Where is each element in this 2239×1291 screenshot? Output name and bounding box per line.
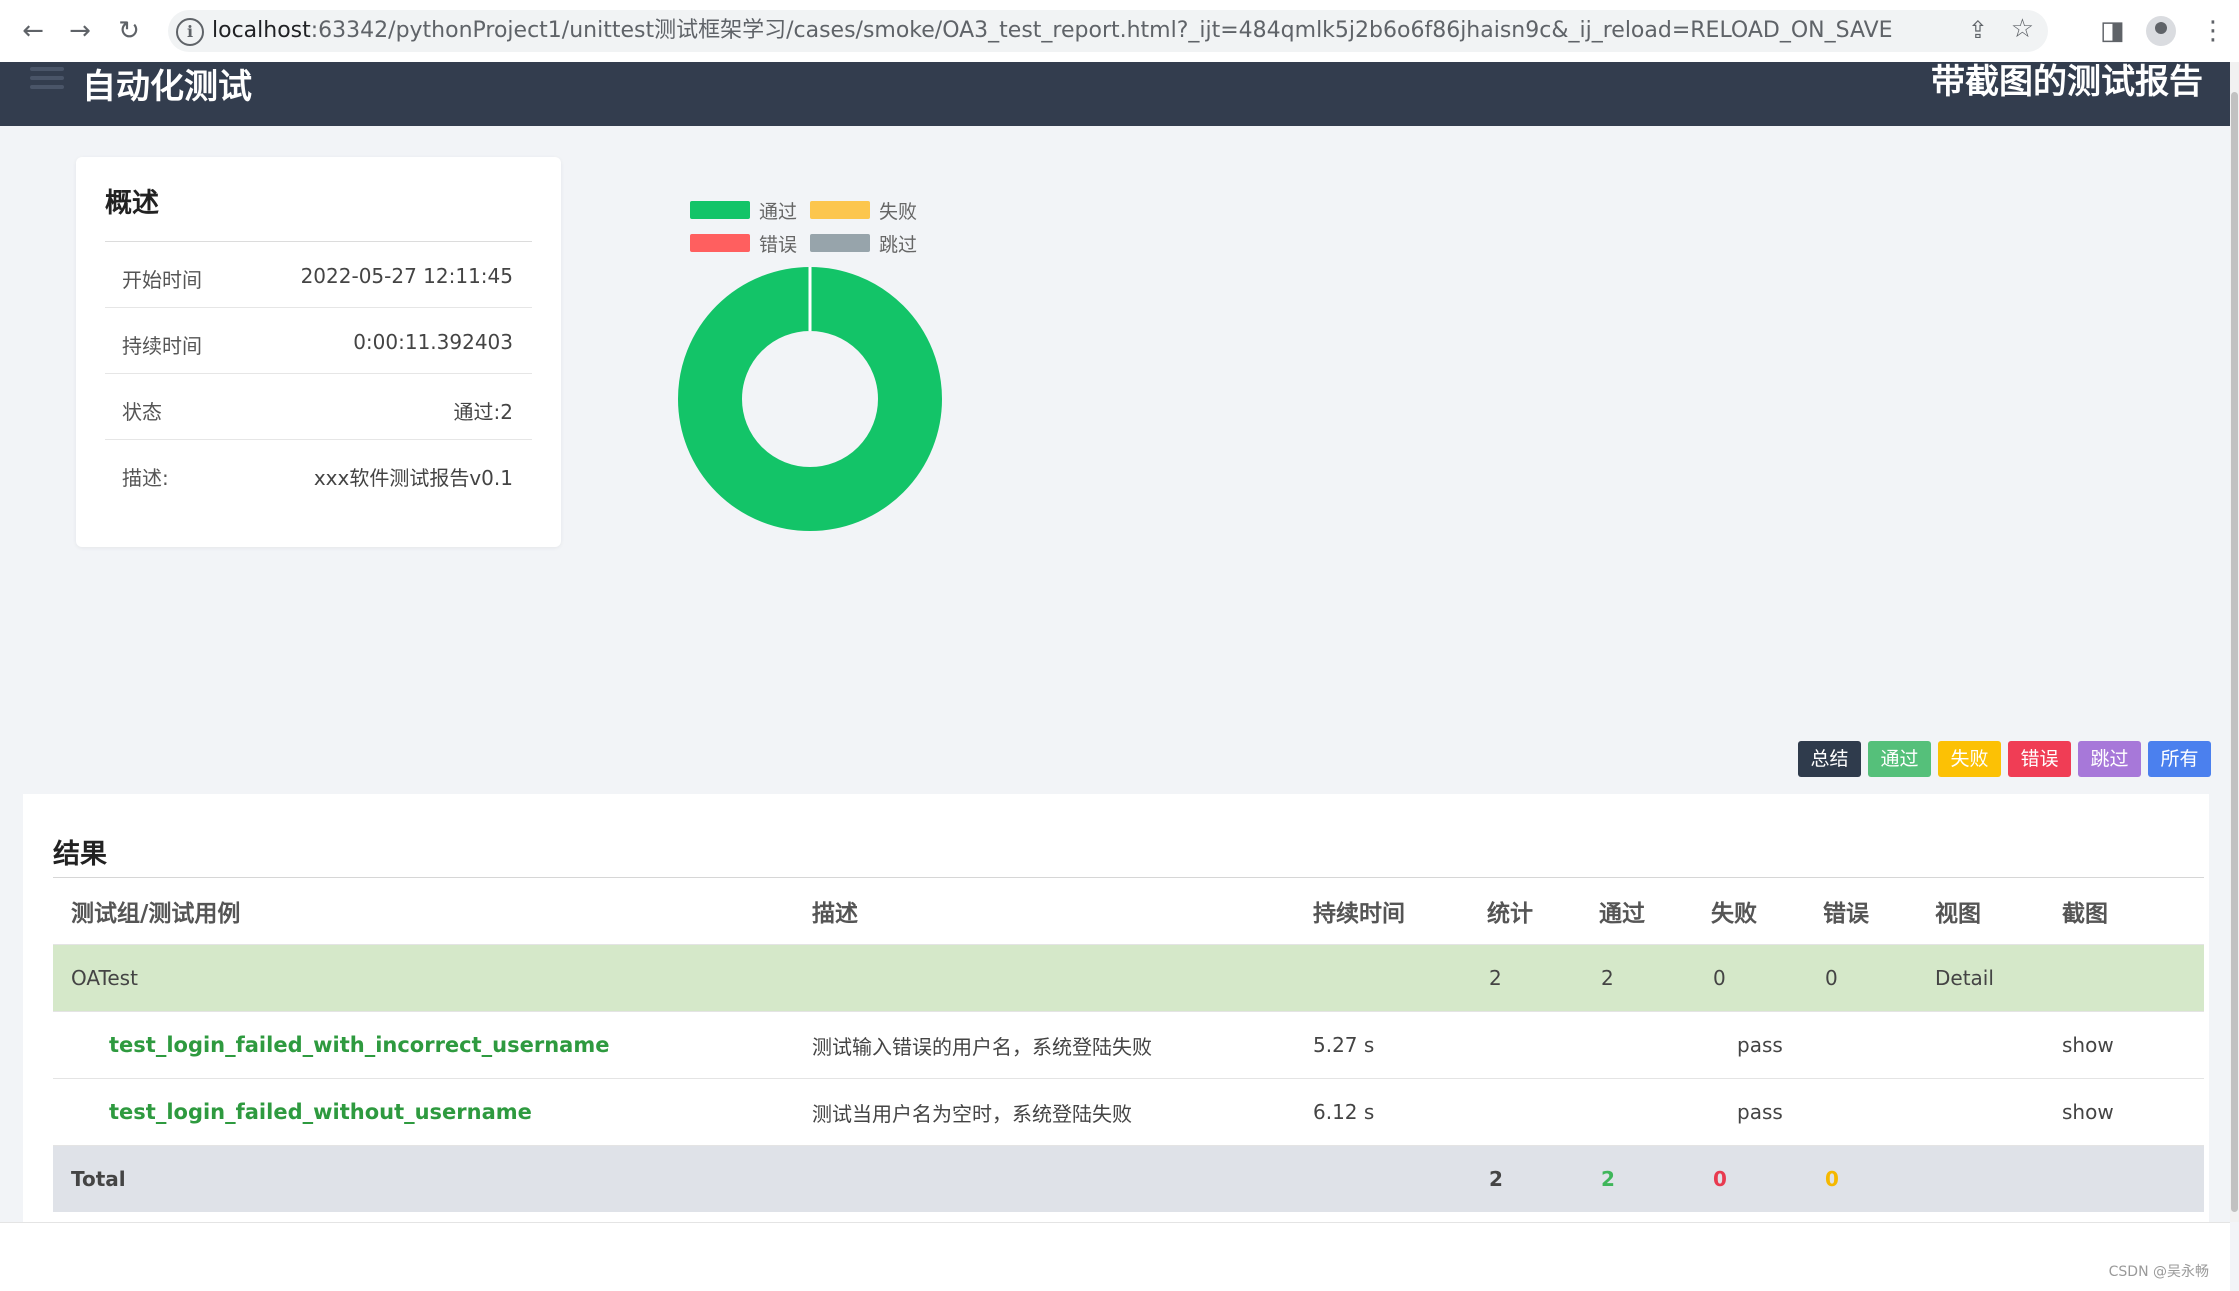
report-title: 带截图的测试报告: [1931, 62, 2203, 102]
results-card: 结果 测试组/测试用例 描述 持续时间 统计 通过 失败 错误 视图 截图 OA…: [23, 794, 2209, 1234]
back-icon[interactable]: ←: [22, 16, 44, 46]
filter-error-button[interactable]: 错误: [2008, 741, 2071, 777]
reload-icon[interactable]: ↻: [118, 16, 140, 46]
column-header[interactable]: 通过: [1599, 901, 1645, 927]
scrollbar-thumb[interactable]: [2231, 92, 2238, 1212]
share-icon[interactable]: ⇪: [1967, 16, 1988, 44]
suite-detail-link[interactable]: Detail: [1935, 944, 2204, 1012]
filter-summary-button[interactable]: 总结: [1798, 741, 1861, 777]
brand-title: 自动化测试: [82, 67, 252, 107]
page-scrollbar[interactable]: [2230, 62, 2239, 1222]
legend-swatch: [690, 234, 750, 252]
column-header[interactable]: 描述: [812, 901, 858, 927]
suite-row: OATest 2 2 0 0 Detail: [53, 944, 2204, 1012]
case-name: test_login_failed_without_username: [53, 1078, 812, 1146]
summary-value: xxx软件测试报告v0.1: [313, 466, 513, 490]
suite-fail: 0: [1711, 944, 1823, 1012]
suite-pass: 2: [1599, 944, 1711, 1012]
column-header[interactable]: 截图: [2062, 901, 2108, 927]
legend-label: 通过: [759, 201, 798, 223]
case-duration: 5.27 s: [1313, 1011, 1487, 1079]
suite-count: 2: [1487, 944, 1599, 1012]
total-duration: [1313, 1145, 1487, 1212]
total-error: 0: [1823, 1145, 1935, 1212]
case-name: test_login_failed_with_incorrect_usernam…: [53, 1011, 812, 1079]
legend-swatch: [810, 234, 870, 252]
case-screenshot-link[interactable]: show: [2062, 1011, 2204, 1079]
legend-swatch: [810, 201, 870, 219]
summary-row-start-time: 开始时间 2022-05-27 12:11:45: [105, 242, 532, 308]
summary-row-status: 状态 通过:2: [105, 374, 532, 440]
legend-label: 失败: [879, 201, 918, 223]
results-title: 结果: [53, 839, 107, 870]
summary-label: 状态: [122, 400, 162, 424]
summary-value: 通过:2: [453, 400, 513, 424]
result-donut-chart[interactable]: [678, 267, 942, 531]
summary-row-description: 描述: xxx软件测试报告v0.1: [105, 440, 532, 505]
side-panel-icon[interactable]: ◨: [2100, 16, 2125, 46]
bookmark-star-icon[interactable]: ☆: [2010, 14, 2034, 44]
case-status: pass: [1487, 1011, 2062, 1079]
total-count: 2: [1487, 1145, 1599, 1212]
summary-divider: [105, 241, 532, 242]
total-view: [1935, 1145, 2062, 1212]
watermark-text: CSDN @吴永畅: [2108, 1264, 2209, 1280]
column-header[interactable]: 视图: [1935, 901, 1981, 927]
case-row: test_login_failed_with_incorrect_usernam…: [53, 1011, 2204, 1079]
summary-value: 2022-05-27 12:11:45: [300, 264, 513, 288]
legend-label: 跳过: [879, 234, 918, 256]
case-desc: 测试当用户名为空时，系统登陆失败: [812, 1078, 1313, 1146]
total-fail: 0: [1711, 1145, 1823, 1212]
hamburger-menu-icon[interactable]: [30, 62, 64, 90]
summary-title: 概述: [105, 188, 159, 219]
browser-toolbar: ← → ↻ i localhost:63342/pythonProject1/u…: [0, 0, 2239, 63]
total-screenshot: [2062, 1145, 2204, 1212]
results-table: 测试组/测试用例 描述 持续时间 统计 通过 失败 错误 视图 截图 OATes…: [53, 878, 2204, 1212]
filter-pass-button[interactable]: 通过: [1868, 741, 1931, 777]
legend-label: 错误: [759, 234, 798, 256]
forward-icon[interactable]: →: [69, 16, 91, 46]
total-label: Total: [53, 1145, 812, 1212]
total-desc: [812, 1145, 1313, 1212]
column-header[interactable]: 测试组/测试用例: [71, 901, 241, 927]
results-divider: [53, 877, 2204, 878]
summary-value: 0:00:11.392403: [353, 330, 513, 354]
report-header: 自动化测试 带截图的测试报告: [0, 62, 2230, 126]
summary-label: 开始时间: [122, 268, 202, 292]
profile-avatar-icon[interactable]: [2146, 16, 2176, 46]
filter-all-button[interactable]: 所有: [2148, 741, 2211, 777]
suite-duration: [1313, 944, 1487, 1012]
address-bar[interactable]: i localhost:63342/pythonProject1/unittes…: [168, 10, 2048, 52]
url-path: :63342/pythonProject1/unittest测试框架学习/cas…: [310, 18, 1893, 43]
case-row: test_login_failed_without_username 测试当用户…: [53, 1078, 2204, 1146]
page-footer: CSDN @吴永畅: [0, 1222, 2230, 1291]
case-desc: 测试输入错误的用户名，系统登陆失败: [812, 1011, 1313, 1079]
total-row: Total 2 2 0 0: [53, 1145, 2204, 1212]
url-host: localhost: [212, 18, 311, 43]
case-status: pass: [1487, 1078, 2062, 1146]
case-screenshot-link[interactable]: show: [2062, 1078, 2204, 1146]
results-header-row: 测试组/测试用例 描述 持续时间 统计 通过 失败 错误 视图 截图: [53, 878, 2204, 945]
legend-swatch: [690, 201, 750, 219]
case-duration: 6.12 s: [1313, 1078, 1487, 1146]
suite-desc: [812, 944, 1313, 1012]
summary-label: 描述:: [122, 466, 169, 490]
suite-name: OATest: [53, 944, 812, 1012]
column-header[interactable]: 错误: [1823, 901, 1869, 927]
total-pass: 2: [1599, 1145, 1711, 1212]
column-header[interactable]: 统计: [1487, 901, 1533, 927]
filter-fail-button[interactable]: 失败: [1938, 741, 2001, 777]
browser-menu-icon[interactable]: ⋮: [2200, 16, 2226, 46]
url-text[interactable]: localhost:63342/pythonProject1/unittest测…: [212, 10, 1893, 52]
summary-row-duration: 持续时间 0:00:11.392403: [105, 308, 532, 374]
column-header[interactable]: 失败: [1711, 901, 1757, 927]
summary-label: 持续时间: [122, 334, 202, 358]
site-info-icon[interactable]: i: [176, 18, 204, 46]
summary-card: 概述 开始时间 2022-05-27 12:11:45 持续时间 0:00:11…: [76, 157, 561, 547]
filter-skip-button[interactable]: 跳过: [2078, 741, 2141, 777]
column-header[interactable]: 持续时间: [1313, 901, 1405, 927]
suite-error: 0: [1823, 944, 1935, 1012]
